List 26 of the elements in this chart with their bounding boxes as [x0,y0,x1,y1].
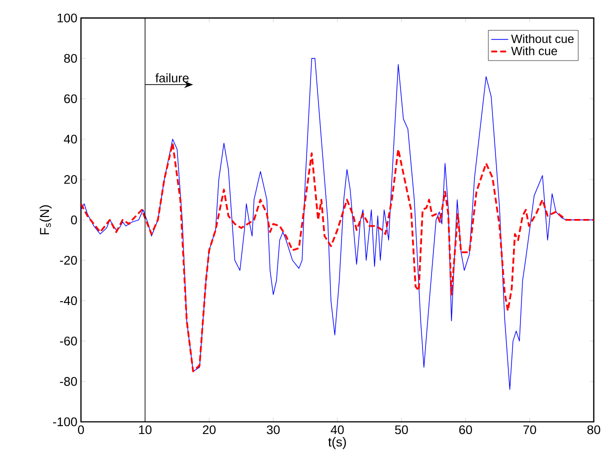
x-tick-label: 20 [202,425,216,434]
y-tick-label: -100 [53,418,77,426]
x-tick-label: 40 [330,425,344,434]
y-tick-label: 20 [64,175,77,184]
y-tick-label: 60 [64,94,77,104]
y-axis-title: F$_{s}$(N) [40,205,52,234]
legend-label: With cue [511,46,558,56]
x-tick-label: 50 [395,425,408,434]
y-tick-label: -60 [60,336,77,346]
y-tick-label: 0 [71,216,77,224]
y-tick-label: -20 [60,256,77,265]
annotation: failure [155,73,189,83]
y-tick-label: 80 [64,54,77,63]
legend-label: Without cue [511,34,574,44]
y-tick-label: 40 [64,134,77,144]
x-tick-label: 70 [523,425,536,434]
x-tick-label: 80 [587,425,600,434]
y-tick-label: 100 [58,14,77,22]
x-tick-label: 0 [78,425,84,434]
x-axis-title: t(s) [328,437,346,450]
y-tick-label: -40 [60,296,77,306]
y-tick-label: -80 [60,377,77,386]
line-series [80,58,594,390]
x-tick-label: 60 [459,425,472,434]
x-tick-label: 10 [139,425,152,434]
x-tick-label: 30 [266,425,280,434]
